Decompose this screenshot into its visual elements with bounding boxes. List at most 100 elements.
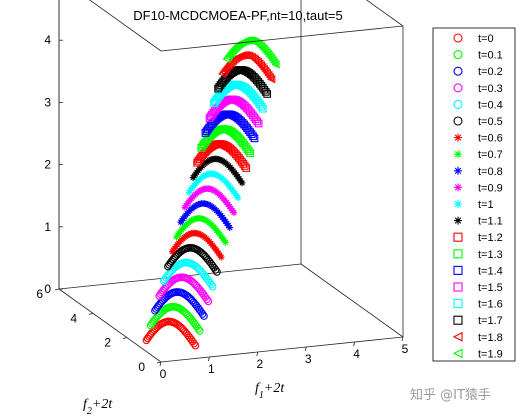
- data-point: [257, 43, 267, 52]
- series-t=0.4: [159, 258, 217, 291]
- data-point: [230, 209, 238, 217]
- data-point: [263, 90, 272, 98]
- legend-entry: t=1.1: [454, 216, 503, 228]
- series-t=0.5: [164, 243, 221, 276]
- x-tick-label: 3: [305, 352, 312, 366]
- y-axis-label: f2+2t: [83, 397, 113, 416]
- box-edge: [89, 0, 162, 52]
- legend: t=0 t=0.1 t=0.2 t=0.3 t=0.4 t=0.5 t=0.6 t=0.7 t=…: [432, 27, 516, 362]
- legend-marker: [453, 66, 463, 76]
- legend-label: t=0.9: [478, 182, 503, 194]
- data-point: [203, 295, 211, 304]
- data-point: [230, 44, 239, 54]
- data-point: [261, 88, 270, 96]
- legend-label: t=0.8: [478, 166, 503, 178]
- legend-entry: t=0: [453, 33, 494, 45]
- series-t=1.1: [189, 155, 246, 187]
- legend-label: t=1.5: [478, 282, 503, 294]
- data-point: [185, 231, 192, 238]
- legend-label: t=0: [478, 33, 494, 45]
- x-tick-label: 0: [160, 367, 167, 381]
- legend-entry: t=1.6: [453, 299, 503, 311]
- legend-entry: t=1.8: [452, 332, 503, 344]
- series-t=0.2: [151, 288, 208, 320]
- data-point: [211, 265, 220, 274]
- data-point: [259, 44, 268, 54]
- legend-label: t=0.1: [478, 50, 503, 62]
- series-t=0.9: [181, 185, 238, 217]
- legend-label: t=0.5: [478, 116, 503, 128]
- data-point: [245, 147, 253, 155]
- data-point: [219, 67, 228, 77]
- legend-label: t=1.1: [478, 216, 503, 228]
- legend-marker: [453, 83, 463, 93]
- x-tick-label: 4: [353, 347, 360, 361]
- series-t=1.2: [193, 140, 251, 172]
- data-point: [216, 156, 224, 163]
- data-point: [226, 224, 234, 231]
- axes-box-front: [58, 0, 404, 363]
- box-edge: [300, 263, 404, 338]
- legend-marker: [454, 200, 462, 208]
- data-point: [204, 297, 213, 306]
- data-points: [142, 36, 280, 350]
- legend-marker: [454, 183, 462, 192]
- legend-marker: [453, 232, 463, 242]
- data-point: [190, 339, 198, 348]
- legend-entry: t=0.3: [453, 83, 503, 95]
- data-point: [223, 53, 232, 62]
- y-axis-line: [58, 288, 162, 363]
- data-point: [224, 51, 234, 60]
- legend-label: t=1: [478, 199, 494, 211]
- legend-label: t=1.4: [478, 265, 503, 277]
- y-tick-label: 2: [104, 336, 111, 350]
- series-t=1: [185, 170, 242, 202]
- data-point: [250, 134, 259, 143]
- data-point: [198, 310, 207, 318]
- legend-label: t=1.3: [478, 249, 503, 261]
- data-point: [191, 341, 200, 350]
- legend-label: t=0.6: [478, 133, 503, 145]
- data-point: [253, 57, 262, 67]
- legend-marker: [454, 150, 462, 159]
- series-t=0.6: [168, 229, 225, 261]
- data-point: [204, 200, 211, 208]
- legend-entry: t=0.2: [453, 66, 503, 78]
- x-axis-label: f1+2t: [255, 381, 285, 401]
- data-point: [207, 280, 216, 289]
- legend-entry: t=1.5: [453, 282, 503, 294]
- legend-label: t=0.2: [478, 66, 503, 78]
- y-tick-label: 6: [36, 287, 43, 301]
- data-point: [246, 149, 255, 158]
- axis-ticks: 0123450246012345: [36, 33, 408, 381]
- x-tick-label: 2: [256, 357, 263, 371]
- data-point: [240, 162, 249, 170]
- data-point: [200, 312, 208, 320]
- z-tick-label: 2: [44, 158, 51, 172]
- data-point: [227, 47, 236, 57]
- data-point: [206, 157, 213, 164]
- legend-marker: [453, 282, 463, 292]
- data-point: [256, 41, 265, 51]
- data-point: [249, 132, 257, 141]
- data-point: [234, 194, 242, 202]
- data-point: [221, 64, 231, 73]
- legend-entry: t=0.4: [453, 99, 503, 111]
- data-point: [217, 69, 227, 79]
- watermark: 知乎 @IT猿手: [410, 388, 491, 403]
- z-tick-label: 0: [44, 282, 51, 296]
- legend-marker: [454, 216, 462, 225]
- data-point: [195, 230, 203, 238]
- series-t=1.6: [209, 80, 267, 113]
- data-point: [266, 75, 276, 84]
- data-point: [195, 326, 204, 335]
- data-point: [258, 62, 267, 72]
- legend-marker: [453, 299, 463, 309]
- data-point: [197, 186, 205, 194]
- data-point: [199, 215, 207, 223]
- x-tick-label: 1: [208, 362, 215, 376]
- legend-marker: [453, 99, 463, 109]
- data-point: [255, 59, 264, 68]
- series-t=0: [142, 317, 200, 350]
